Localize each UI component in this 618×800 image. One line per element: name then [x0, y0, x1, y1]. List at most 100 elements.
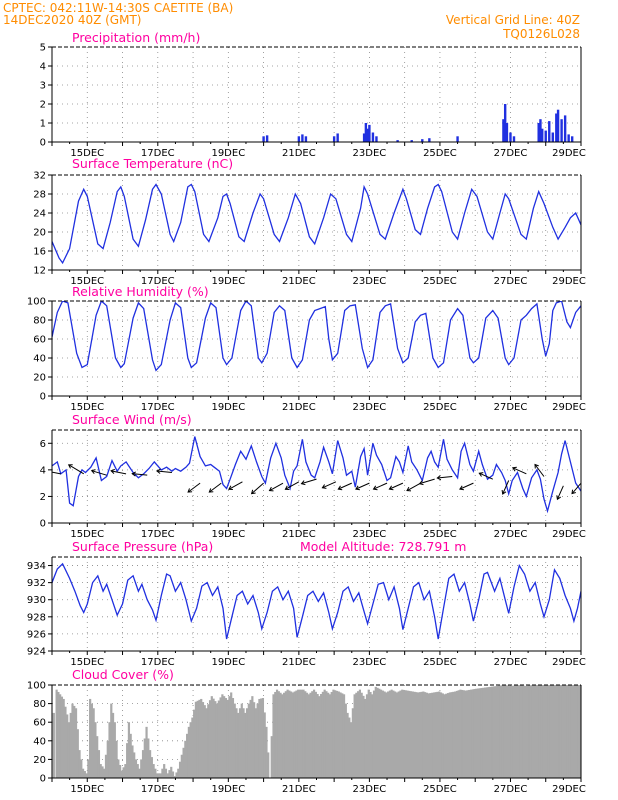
- cloud-date-label: 29DEC: [552, 784, 586, 795]
- wind-arrow: [301, 478, 317, 485]
- cloud-bar: [159, 773, 162, 778]
- cloud-bar: [66, 714, 69, 778]
- humidity-date-label: 25DEC: [423, 402, 457, 413]
- humidity-ytick-label: 100: [27, 297, 46, 308]
- cloud-bar: [439, 692, 443, 778]
- precip-bar: [512, 136, 516, 142]
- cloud-bar: [253, 702, 256, 778]
- wind-arrow-head: [355, 485, 360, 491]
- cloud-bar: [120, 770, 123, 778]
- cloud-bar: [166, 773, 169, 778]
- cloud-bar: [529, 685, 533, 778]
- cloud-bar: [378, 688, 381, 778]
- cloud-bar: [293, 691, 296, 778]
- cloud-bar: [238, 708, 242, 778]
- precip-bar: [548, 121, 551, 142]
- cloud-bar: [133, 752, 136, 778]
- cloud-bar: [279, 692, 282, 778]
- precip-bar: [371, 132, 375, 142]
- cloud-bar: [254, 708, 257, 778]
- pressure-date-label: 25DEC: [423, 657, 457, 668]
- cloud-bar: [182, 747, 185, 778]
- cloud-bar: [489, 686, 492, 778]
- cloud-bar: [443, 694, 446, 778]
- cloud-bar: [455, 690, 459, 778]
- wind-date-label: 23DEC: [353, 529, 387, 540]
- cloud-bar: [402, 689, 406, 778]
- cloud-bar: [559, 685, 563, 778]
- cloud-bar: [346, 712, 349, 778]
- humidity-date-label: 19DEC: [211, 402, 245, 413]
- wind-arrow: [389, 482, 404, 490]
- pressure-data: [52, 562, 581, 640]
- cloud-bar: [344, 703, 347, 778]
- cloud-ytick-label: 80: [33, 699, 46, 710]
- cloud-bar: [78, 750, 81, 778]
- wind-arrow-head: [131, 471, 137, 477]
- wind-arrow-head: [418, 480, 424, 486]
- cloud-bar: [531, 685, 534, 778]
- temperature-date-label: 21DEC: [282, 276, 316, 287]
- pressure-ytick-label: 932: [27, 578, 46, 589]
- cloud-bar: [365, 694, 369, 778]
- cloud-bar: [178, 761, 182, 778]
- humidity-date-label: 29DEC: [552, 402, 586, 413]
- precip-bar: [555, 113, 558, 142]
- cloud-bar: [52, 712, 55, 778]
- cloud-bar: [265, 726, 268, 778]
- cloud-bar: [258, 698, 261, 778]
- cloud-bar: [62, 698, 65, 778]
- wind-arrow-head: [208, 488, 214, 493]
- cloud-bar: [348, 717, 351, 778]
- wind-arrow-head: [478, 472, 484, 477]
- cloud-bar: [152, 764, 155, 778]
- cloud-bar: [215, 703, 219, 778]
- cloud-bar: [371, 694, 374, 778]
- cloud-bar: [498, 685, 501, 778]
- precip-date-label: 25DEC: [423, 148, 457, 159]
- precip-bar: [560, 119, 563, 142]
- cloud-bar: [390, 689, 393, 778]
- wind-arrow: [355, 482, 370, 490]
- wind-arrow-head: [459, 485, 464, 491]
- wind-ytick-label: 0: [40, 519, 46, 530]
- cloud-bar: [189, 722, 192, 778]
- precip-bar: [537, 123, 540, 142]
- cloud-bar: [69, 712, 72, 778]
- cloud-bar: [325, 691, 328, 778]
- cloud-bar: [321, 691, 324, 778]
- cloud-bar: [103, 768, 106, 778]
- cloud-date-label: 23DEC: [353, 784, 387, 795]
- wind-arrow-head: [187, 488, 193, 493]
- cloud-bar: [240, 703, 243, 778]
- temperature-date-label: 27DEC: [494, 276, 528, 287]
- cloud-bar: [558, 685, 561, 778]
- cloud-bar: [156, 773, 159, 778]
- cloud-bar: [111, 712, 115, 778]
- wind-arrow: [534, 464, 545, 477]
- precip-bar: [364, 123, 368, 142]
- precip-ytick-label: 5: [40, 43, 46, 54]
- cloud-bar: [417, 692, 420, 778]
- wind-arrow: [512, 467, 527, 475]
- wind-line: [52, 436, 581, 514]
- wind-data: [52, 436, 581, 514]
- wind-arrow: [406, 482, 421, 492]
- cloud-bar: [305, 692, 309, 778]
- wind-arrow-head: [372, 485, 378, 491]
- wind-arrow: [479, 472, 494, 480]
- precip-bar: [570, 136, 574, 142]
- cloud-bar: [471, 689, 474, 778]
- precip-ytick-label: 2: [40, 100, 46, 111]
- precip-date-label: 23DEC: [353, 148, 387, 159]
- pressure-date-label: 29DEC: [552, 657, 586, 668]
- cloud-bar: [89, 698, 92, 778]
- cloud-bar: [454, 691, 457, 778]
- cloud-bar: [161, 768, 164, 778]
- precip-bar: [539, 119, 542, 142]
- cloud-bar: [57, 691, 60, 778]
- cloud-bar: [556, 685, 559, 778]
- cloud-bar: [228, 696, 231, 778]
- cloud-data: [52, 685, 581, 778]
- cloud-bar: [64, 706, 67, 778]
